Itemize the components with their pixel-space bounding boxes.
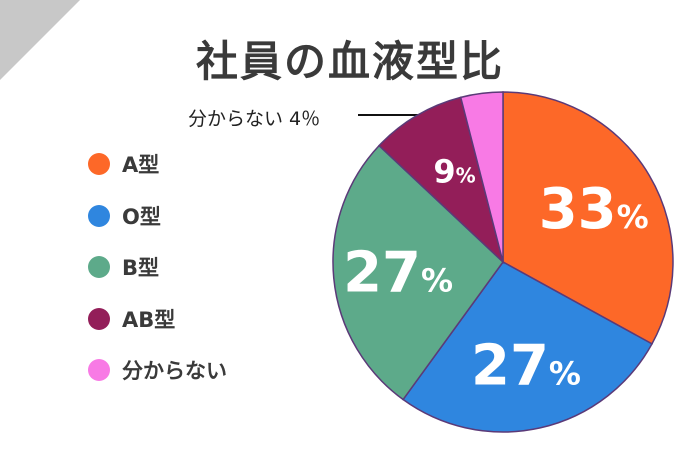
legend-swatch-o <box>88 204 110 227</box>
slice-o <box>402 261 653 433</box>
legend-swatch-b <box>88 256 110 278</box>
label-o: 27% <box>471 333 581 398</box>
label-b: 27% <box>343 241 453 306</box>
legend-item-ab: AB型 <box>88 306 227 332</box>
slice-b <box>332 144 504 401</box>
slice-ab <box>378 96 505 265</box>
legend-item-a: A型 <box>88 151 227 177</box>
legend-label-b: B型 <box>122 256 160 280</box>
legend-label-o: O型 <box>122 204 161 229</box>
legend-label-unknown: 分からない <box>122 359 227 383</box>
legend-item-unknown: 分からない <box>88 357 227 383</box>
slice-unknown <box>459 91 504 263</box>
legend-item-b: B型 <box>88 254 227 280</box>
legend: A型 O型 B型 AB型 分からない <box>88 151 227 409</box>
legend-label-ab: AB型 <box>122 307 176 332</box>
legend-item-o: O型 <box>88 203 227 229</box>
legend-swatch-unknown <box>88 359 110 381</box>
corner-decoration <box>0 0 80 80</box>
slice-a <box>502 91 674 345</box>
legend-swatch-a <box>88 153 110 175</box>
label-a: 33% <box>539 177 649 242</box>
chart-title: 社員の血液型比 <box>195 37 504 86</box>
legend-label-a: A型 <box>122 153 160 177</box>
legend-swatch-ab <box>88 307 110 330</box>
label-ab: 9% <box>433 152 475 190</box>
unknown-callout-label: 分からない 4％ <box>188 108 321 130</box>
